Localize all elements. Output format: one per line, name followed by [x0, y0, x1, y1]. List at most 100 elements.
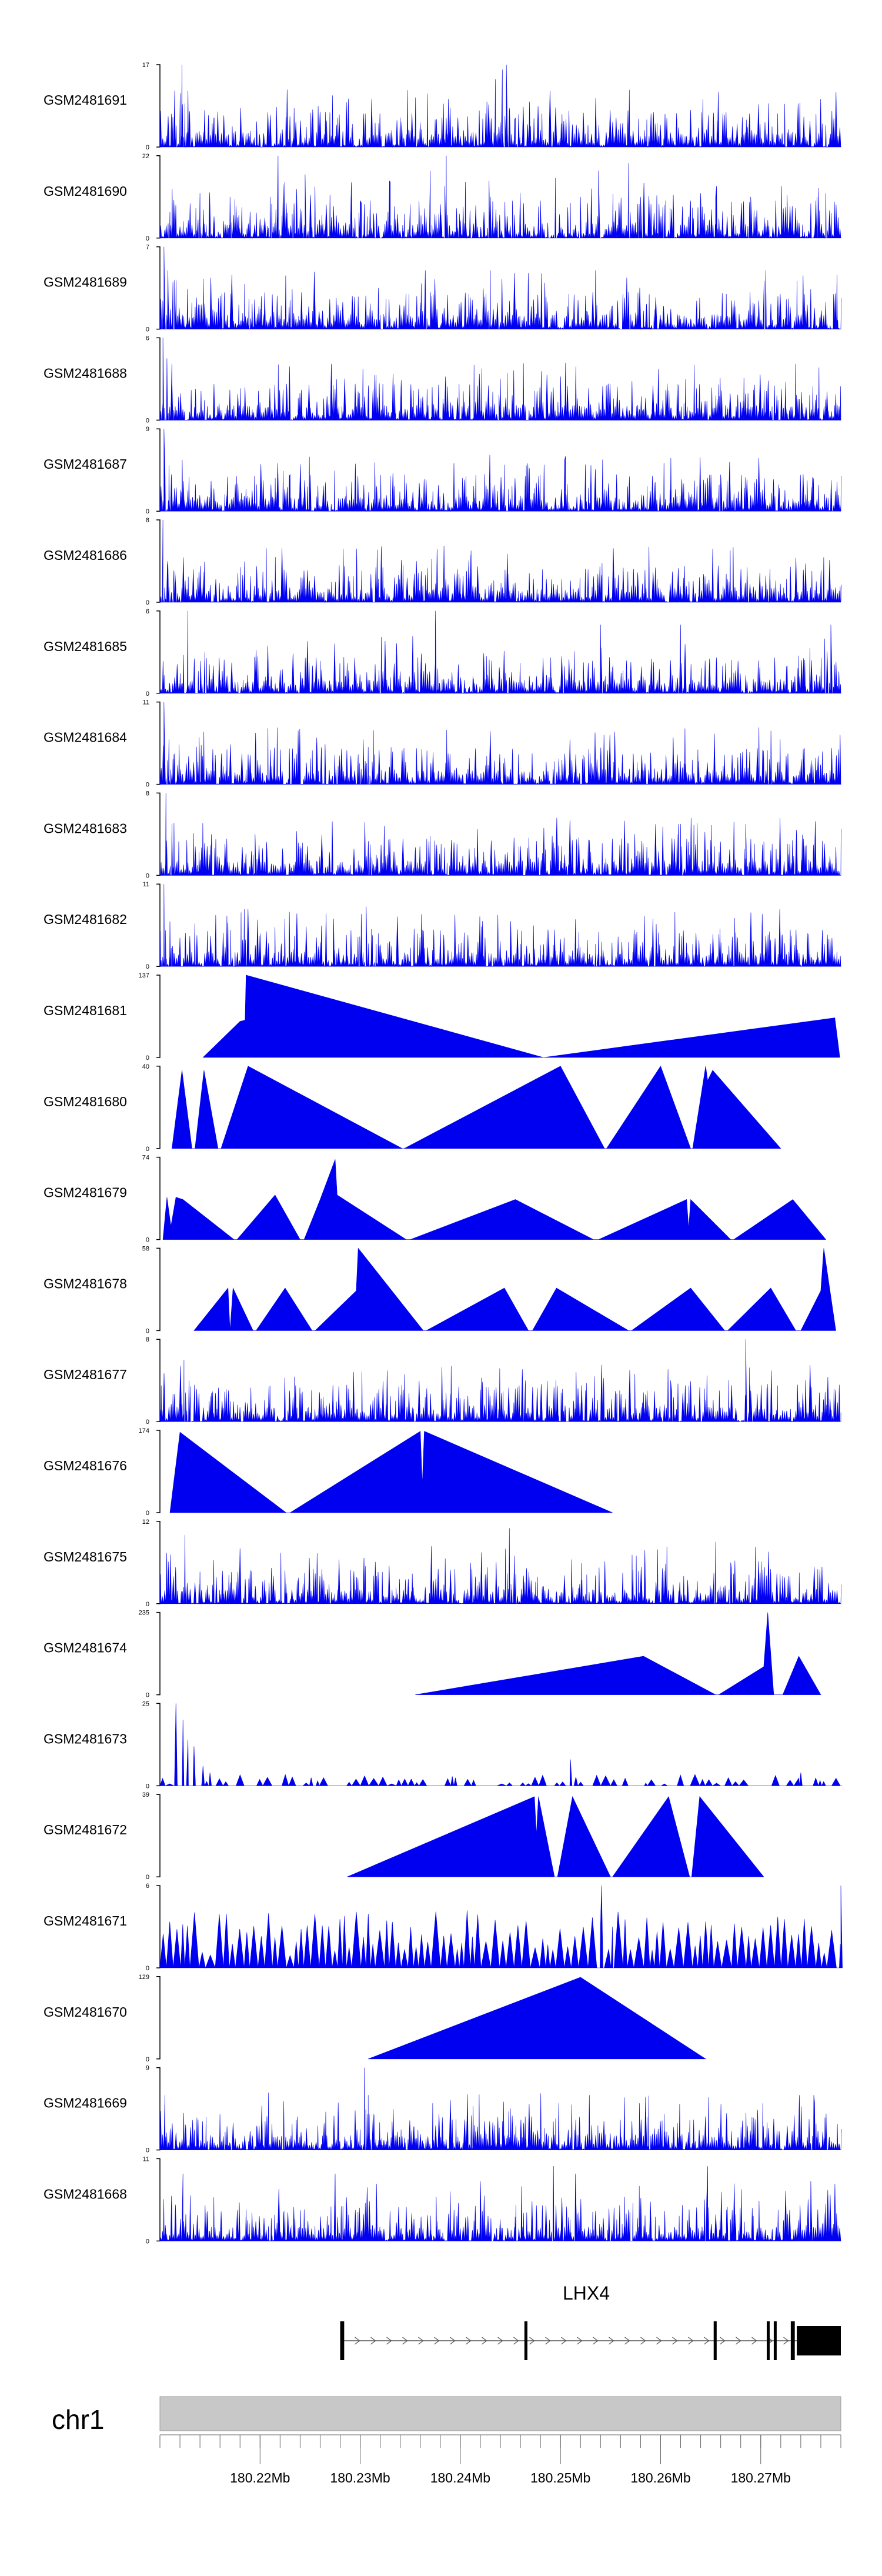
track-y-axis	[156, 337, 161, 421]
axis-tick-label: 180.22Mb	[230, 2470, 290, 2485]
y-min-tick: 0	[146, 1237, 149, 1244]
track-label: GSM2481668	[44, 2186, 127, 2201]
y-max-tick: 129	[139, 1974, 149, 1981]
strand-arrow	[624, 2337, 630, 2345]
y-min-tick: 0	[146, 872, 149, 879]
signal-area	[368, 1977, 707, 2060]
track-GSM2481672: GSM2481672 39 0	[44, 1791, 764, 1881]
signal-area	[159, 793, 841, 876]
y-max-tick: 9	[146, 2065, 149, 2072]
signal-area	[159, 2166, 841, 2242]
chromosome-ideogram: chr1	[52, 2396, 841, 2435]
strand-arrow	[672, 2337, 678, 2345]
y-max-tick: 6	[146, 335, 149, 342]
strand-arrow	[434, 2337, 440, 2345]
y-max-tick: 40	[142, 1063, 149, 1070]
exon	[524, 2321, 527, 2360]
y-max-tick: 11	[143, 881, 149, 888]
track-y-axis	[156, 1247, 161, 1332]
y-min-tick: 0	[146, 417, 149, 424]
track-label: GSM2481682	[44, 912, 127, 927]
track-GSM2481687: GSM2481687 9 0	[44, 426, 841, 515]
strand-arrow	[609, 2337, 614, 2345]
y-min-tick: 0	[146, 2056, 149, 2063]
track-label: GSM2481676	[44, 1458, 127, 1473]
signal-area	[162, 1159, 827, 1240]
track-GSM2481675: GSM2481675 12 0	[44, 1519, 841, 1608]
track-label: GSM2481685	[44, 639, 127, 654]
y-max-tick: 137	[139, 972, 149, 979]
y-min-tick: 0	[146, 1692, 149, 1699]
y-max-tick: 11	[143, 699, 149, 706]
signal-area	[169, 1431, 613, 1513]
y-max-tick: 39	[142, 1791, 149, 1798]
y-min-tick: 0	[146, 144, 149, 151]
strand-arrow	[545, 2337, 551, 2345]
track-label: GSM2481670	[44, 2004, 127, 2020]
strand-arrow	[704, 2337, 710, 2345]
signal-area	[159, 338, 841, 421]
y-max-tick: 17	[142, 62, 149, 69]
signal-area	[347, 1796, 764, 1877]
track-GSM2481679: GSM2481679 74 0	[44, 1154, 827, 1244]
track-y-axis	[156, 610, 161, 694]
y-max-tick: 58	[142, 1245, 149, 1252]
track-label: GSM2481683	[44, 820, 127, 836]
y-max-tick: 8	[146, 1336, 149, 1343]
y-min-tick: 0	[146, 1874, 149, 1881]
y-max-tick: 22	[142, 153, 149, 160]
y-min-tick: 0	[146, 2147, 149, 2154]
track-label: GSM2481690	[44, 183, 127, 199]
track-label: GSM2481669	[44, 2095, 127, 2111]
track-GSM2481690: GSM2481690 22 0	[44, 153, 841, 242]
genomic-coordinate-axis: 180.22Mb 180.23Mb 180.24Mb 180.25Mb 180.26Mb…	[159, 2434, 841, 2485]
track-y-axis	[156, 975, 161, 1058]
track-y-axis	[156, 246, 161, 330]
track-GSM2481677: GSM2481677 8 0	[44, 1336, 841, 1426]
gene-label: LHX4	[563, 2283, 610, 2304]
y-min-tick: 0	[146, 1601, 149, 1608]
y-min-tick: 0	[146, 1146, 149, 1153]
track-y-axis	[156, 883, 161, 967]
track-y-axis	[156, 1521, 161, 1604]
track-GSM2481686: GSM2481686 8 0	[44, 517, 842, 606]
y-max-tick: 174	[139, 1427, 149, 1434]
track-y-axis	[156, 1430, 161, 1513]
strand-arrow	[497, 2337, 503, 2345]
y-max-tick: 6	[146, 1883, 149, 1890]
y-max-tick: 25	[142, 1700, 149, 1707]
strand-arrow	[720, 2337, 726, 2345]
track-GSM2481685: GSM2481685 6 0	[44, 608, 841, 698]
strand-arrow	[466, 2337, 472, 2345]
y-max-tick: 74	[142, 1154, 149, 1162]
strand-arrow	[640, 2337, 646, 2345]
y-min-tick: 0	[146, 326, 149, 333]
track-y-axis	[156, 701, 161, 785]
strand-arrow	[561, 2337, 567, 2345]
track-y-axis	[156, 2067, 161, 2151]
signal-area	[159, 429, 841, 512]
y-min-tick: 0	[146, 508, 149, 515]
strand-arrow	[482, 2337, 487, 2345]
y-max-tick: 8	[146, 517, 149, 524]
track-GSM2481669: GSM2481669 9 0	[44, 2065, 842, 2154]
track-label: GSM2481677	[44, 1367, 127, 1382]
track-GSM2481691: GSM2481691 17 0	[44, 62, 841, 151]
track-GSM2481674: GSM2481674 235 0	[44, 1610, 821, 1699]
track-GSM2481678: GSM2481678 58 0	[44, 1245, 836, 1334]
track-y-axis	[156, 2158, 161, 2242]
axis-tick-label: 180.24Mb	[430, 2470, 490, 2485]
y-min-tick: 0	[146, 963, 149, 970]
signal-area	[159, 884, 841, 967]
strand-arrow	[593, 2337, 599, 2345]
y-max-tick: 9	[146, 426, 149, 433]
track-GSM2481682: GSM2481682 11 0	[44, 881, 841, 970]
signal-area	[159, 1885, 843, 1969]
y-min-tick: 0	[146, 1510, 149, 1517]
track-label: GSM2481673	[44, 1731, 127, 1746]
y-min-tick: 0	[146, 690, 149, 698]
strand-arrow	[736, 2337, 741, 2345]
signal-area	[159, 1528, 841, 1604]
track-GSM2481683: GSM2481683 8 0	[44, 790, 841, 879]
